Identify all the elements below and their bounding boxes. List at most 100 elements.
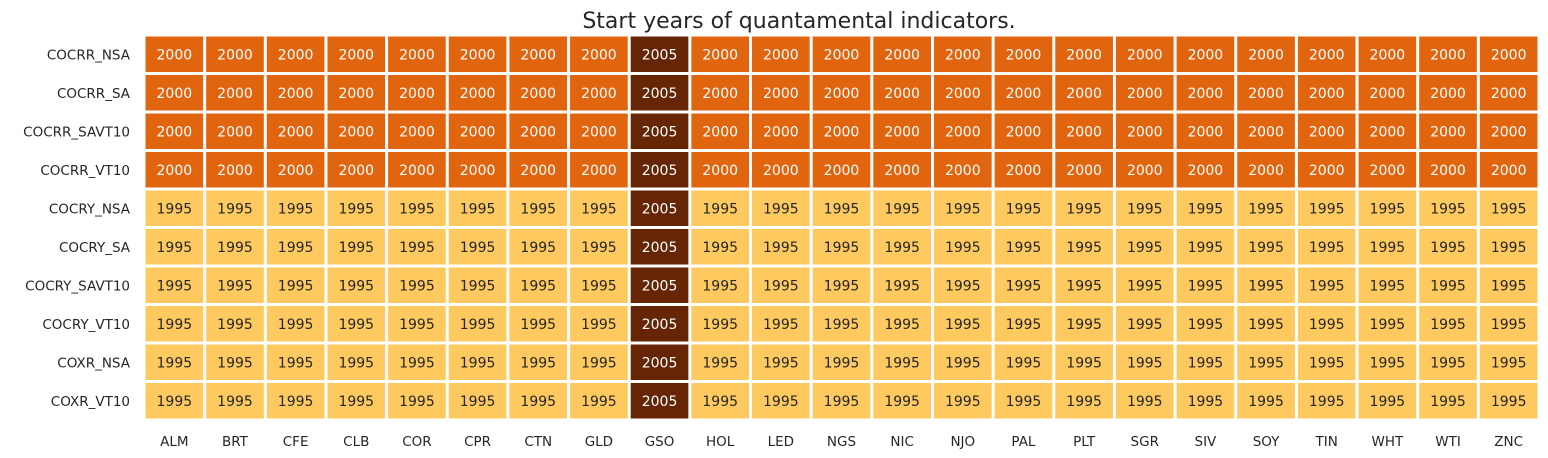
cell-value-label: 1995 (581, 355, 617, 371)
cell-value-label: 2000 (1248, 86, 1284, 102)
cell-value-label: 1995 (824, 317, 860, 333)
cell-value-label: 2000 (460, 163, 496, 179)
cell-value-label: 1995 (460, 278, 496, 294)
row-label-coxr-nsa: COXR_NSA (57, 355, 130, 371)
heatmap-cell-cocry-vt10-njo (933, 306, 992, 342)
heatmap-cell-cocrr-savt10-gld (570, 113, 628, 149)
cell-value-label: 2000 (1188, 124, 1224, 140)
heatmap-cell-cocrr-savt10-hol (691, 113, 750, 149)
cell-value-label: 1995 (157, 278, 193, 294)
cell-value-label: 2000 (217, 47, 253, 63)
cell-value-label: 1995 (945, 317, 981, 333)
heatmap-cell-coxr-vt10-led (752, 383, 810, 419)
heatmap-cell-cocry-savt10-led (752, 267, 810, 303)
heatmap-cell-cocry-savt10-sgr (1115, 267, 1174, 303)
heatmap-cell-cocry-vt10-pal (994, 306, 1053, 342)
cell-value-label: 2000 (1491, 163, 1527, 179)
heatmap-cell-cocrr-nsa-njo (933, 36, 992, 72)
heatmap-cell-cocrr-sa-gso (630, 75, 689, 111)
cell-value-label: 1995 (884, 394, 920, 410)
cell-value-label: 1995 (824, 240, 860, 256)
heatmap-cell-coxr-vt10-njo (933, 383, 992, 419)
cell-value-label: 1995 (520, 240, 556, 256)
cell-value-label: 2000 (884, 163, 920, 179)
heatmap-cell-coxr-nsa-brt (206, 344, 264, 380)
heatmap-cell-cocrr-nsa-alm (145, 36, 204, 72)
cell-value-label: 2000 (1430, 124, 1466, 140)
cell-value-label: 1995 (884, 355, 920, 371)
heatmap-cell-cocrr-savt10-wti (1419, 113, 1477, 149)
heatmap-cell-cocry-sa-cpr (448, 229, 507, 265)
cell-value-label: 2000 (338, 86, 374, 102)
cell-value-label: 1995 (1006, 317, 1042, 333)
cell-value-label: 1995 (1127, 355, 1163, 371)
cell-value-label: 1995 (1491, 278, 1527, 294)
heatmap-cell-coxr-vt10-gso (630, 383, 689, 419)
cell-value-label: 2000 (278, 86, 314, 102)
column-label-cfe: CFE (283, 434, 309, 450)
heatmap-cell-cocrr-vt10-soy (1237, 152, 1295, 188)
cell-value-label: 1995 (157, 394, 193, 410)
cell-value-label: 1995 (1006, 240, 1042, 256)
cell-value-label: 1995 (460, 355, 496, 371)
cell-value-label: 1995 (460, 240, 496, 256)
heatmap-cell-cocry-savt10-pal (994, 267, 1053, 303)
cell-value-label: 2000 (1127, 86, 1163, 102)
cell-value-label: 1995 (217, 278, 253, 294)
cell-value-label: 2000 (1127, 163, 1163, 179)
cell-value-label: 2000 (884, 86, 920, 102)
heatmap-cell-cocrr-nsa-wti (1419, 36, 1477, 72)
cell-value-label: 1995 (1430, 355, 1466, 371)
cell-value-label: 1995 (520, 278, 556, 294)
cell-value-label: 1995 (763, 394, 799, 410)
heatmap-cell-cocry-nsa-gso (630, 190, 689, 226)
cell-value-label: 1995 (399, 394, 435, 410)
cell-value-label: 2000 (1066, 124, 1102, 140)
cell-value-label: 2000 (1006, 163, 1042, 179)
heatmap-cell-coxr-vt10-gld (570, 383, 628, 419)
heatmap-cell-cocry-sa-ctn (509, 229, 568, 265)
cell-value-label: 2005 (642, 86, 678, 102)
cell-value-label: 2000 (157, 47, 193, 63)
heatmap-cell-coxr-vt10-brt (206, 383, 264, 419)
cell-value-label: 1995 (1370, 278, 1406, 294)
heatmap-cell-cocry-vt10-clb (327, 306, 386, 342)
heatmap-cell-cocrr-vt10-cor (388, 152, 446, 188)
cell-value-label: 1995 (581, 278, 617, 294)
cell-value-label: 2000 (338, 163, 374, 179)
cell-value-label: 2000 (1006, 124, 1042, 140)
heatmap-cell-coxr-vt10-ngs (812, 383, 871, 419)
cell-value-label: 1995 (824, 394, 860, 410)
cell-value-label: 1995 (460, 317, 496, 333)
heatmap-cell-cocry-savt10-ngs (812, 267, 871, 303)
cell-value-label: 2000 (278, 47, 314, 63)
heatmap-cell-coxr-nsa-wht (1358, 344, 1417, 380)
cell-value-label: 2000 (1248, 124, 1284, 140)
heatmap-cell-cocrr-savt10-cor (388, 113, 446, 149)
cell-value-label: 1995 (1188, 317, 1224, 333)
cell-value-label: 1995 (1127, 278, 1163, 294)
heatmap-cell-cocry-savt10-soy (1237, 267, 1295, 303)
heatmap-cell-cocry-nsa-njo (933, 190, 992, 226)
cell-value-label: 1995 (278, 317, 314, 333)
cell-value-label: 1995 (1370, 355, 1406, 371)
cell-value-label: 1995 (1188, 394, 1224, 410)
cell-value-label: 1995 (1248, 317, 1284, 333)
heatmap-cell-cocry-savt10-tin (1297, 267, 1356, 303)
heatmap-cell-cocry-sa-pal (994, 229, 1053, 265)
cell-value-label: 1995 (581, 240, 617, 256)
column-label-wti: WTI (1435, 434, 1461, 450)
heatmap-cell-coxr-nsa-siv (1176, 344, 1235, 380)
heatmap-cell-cocrr-sa-led (752, 75, 810, 111)
heatmap-cell-coxr-nsa-wti (1419, 344, 1477, 380)
heatmap-cell-cocrr-vt10-siv (1176, 152, 1235, 188)
heatmap-cell-cocry-nsa-wht (1358, 190, 1417, 226)
cell-value-label: 2000 (945, 163, 981, 179)
heatmap-cell-cocrr-nsa-gld (570, 36, 628, 72)
cell-value-label: 1995 (1309, 278, 1345, 294)
cell-value-label: 1995 (338, 240, 374, 256)
heatmap-cell-cocry-sa-nic (873, 229, 931, 265)
cell-value-label: 2000 (1491, 47, 1527, 63)
heatmap-cell-coxr-vt10-pal (994, 383, 1053, 419)
